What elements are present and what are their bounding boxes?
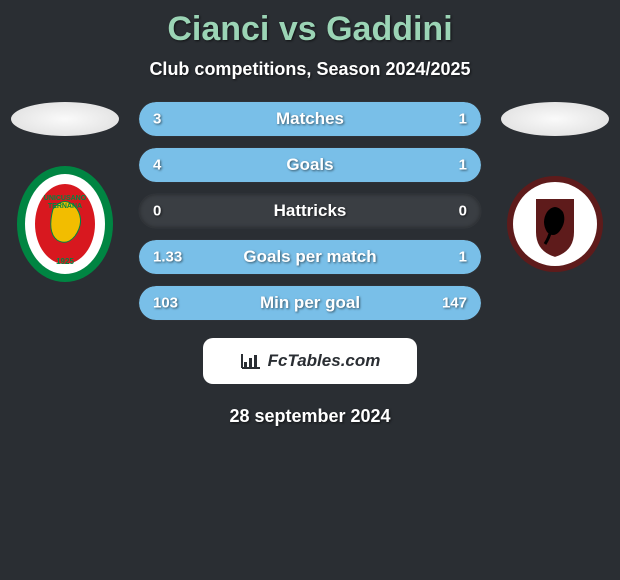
stat-value-left: 4 xyxy=(153,157,161,174)
subtitle: Club competitions, Season 2024/2025 xyxy=(149,59,470,80)
player-ellipse-right xyxy=(501,102,609,136)
stat-value-right: 1 xyxy=(459,249,467,266)
stat-bar-hattricks: 0 Hattricks 0 xyxy=(139,194,481,228)
stat-value-left: 1.33 xyxy=(153,249,182,266)
svg-text:1925: 1925 xyxy=(56,257,74,266)
player-ellipse-left xyxy=(11,102,119,136)
stat-label: Goals xyxy=(286,155,333,175)
stat-bar-matches: 3 Matches 1 xyxy=(139,102,481,136)
stat-value-right: 1 xyxy=(459,157,467,174)
stat-label: Min per goal xyxy=(260,293,360,313)
svg-text:UNICUSANO: UNICUSANO xyxy=(44,195,87,202)
club-badge-right xyxy=(505,164,605,284)
arezzo-badge-icon xyxy=(505,174,605,274)
stat-bar-min-per-goal: 103 Min per goal 147 xyxy=(139,286,481,320)
stats-column: 3 Matches 1 4 Goals 1 0 Hattricks 0 xyxy=(139,102,481,320)
watermark-text: FcTables.com xyxy=(268,351,381,371)
club-badge-left: UNICUSANO TERNANA 1925 xyxy=(15,164,115,284)
chart-icon xyxy=(240,352,262,370)
stat-fill-left xyxy=(139,102,396,136)
stat-bar-goals-per-match: 1.33 Goals per match 1 xyxy=(139,240,481,274)
stat-label: Matches xyxy=(276,109,344,129)
page-title: Cianci vs Gaddini xyxy=(167,10,452,49)
stat-value-left: 103 xyxy=(153,295,178,312)
watermark: FcTables.com xyxy=(203,338,417,384)
ternana-badge-icon: UNICUSANO TERNANA 1925 xyxy=(15,164,115,284)
stat-fill-left xyxy=(139,148,413,182)
stat-fill-right xyxy=(413,148,481,182)
stat-label: Goals per match xyxy=(243,247,376,267)
stat-value-right: 0 xyxy=(459,203,467,220)
right-column xyxy=(495,102,615,284)
stat-value-right: 147 xyxy=(442,295,467,312)
stat-value-right: 1 xyxy=(459,111,467,128)
stat-value-left: 3 xyxy=(153,111,161,128)
stat-bar-goals: 4 Goals 1 xyxy=(139,148,481,182)
date-text: 28 september 2024 xyxy=(229,406,390,427)
main-row: UNICUSANO TERNANA 1925 3 Matches 1 4 xyxy=(0,102,620,320)
stat-value-left: 0 xyxy=(153,203,161,220)
stat-label: Hattricks xyxy=(274,201,347,221)
left-column: UNICUSANO TERNANA 1925 xyxy=(5,102,125,284)
svg-text:TERNANA: TERNANA xyxy=(48,203,82,210)
stat-fill-right xyxy=(396,102,482,136)
